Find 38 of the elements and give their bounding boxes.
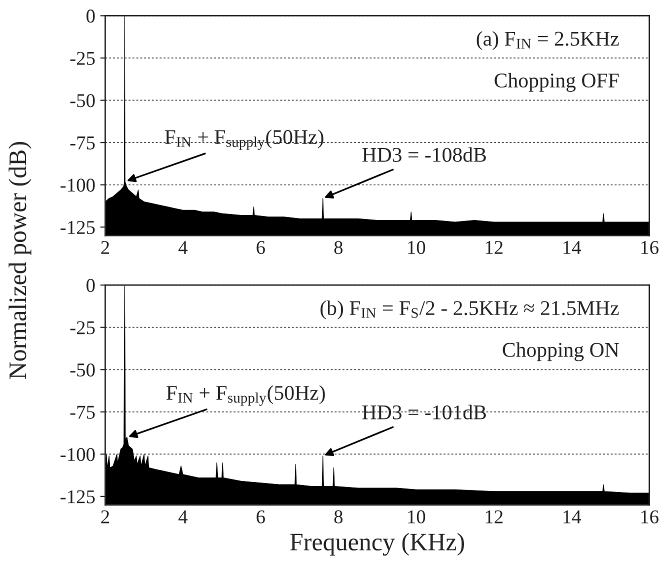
x-tick-label: 14 bbox=[564, 241, 582, 254]
y-tick-label: 0 bbox=[86, 10, 95, 23]
x-tick-label: 14 bbox=[564, 510, 582, 524]
x-tick-label: 6 bbox=[256, 241, 265, 254]
annotation: F$_{IN}$ + F$_{supply}$(50Hz) bbox=[166, 385, 325, 406]
annotation: F$_{IN}$ + F$_{supply}$(50Hz) bbox=[164, 129, 324, 150]
annotation: (a) F$_{IN}$ = 2.5KHz bbox=[476, 31, 619, 50]
x-tick-label: 8 bbox=[334, 510, 343, 524]
annotation: HD3 = -108dB bbox=[362, 147, 486, 162]
y-axis-title: Normalized power (dB) bbox=[8, 142, 32, 379]
x-tick-label: 16 bbox=[641, 241, 658, 254]
x-tick-label: 10 bbox=[408, 240, 426, 254]
x-tick-label: 2 bbox=[101, 241, 110, 254]
annotation: Chopping OFF bbox=[494, 72, 619, 92]
y-tick-label: -25 bbox=[70, 52, 95, 65]
annotation: (b) F$_{IN}$ = F$_{S}$/2 - 2.5KHz ≈ 21.5MHz bbox=[320, 300, 619, 320]
y-tick-label: -100 bbox=[60, 448, 95, 462]
x-tick-label: 8 bbox=[334, 240, 343, 254]
y-tick-label: -125 bbox=[60, 220, 95, 234]
y-tick-label: -25 bbox=[70, 321, 95, 334]
x-tick-label: 12 bbox=[486, 510, 503, 524]
x-tick-label: 12 bbox=[486, 241, 503, 254]
annotation: Chopping ON bbox=[502, 342, 619, 362]
y-tick-label: -75 bbox=[70, 406, 95, 419]
annotation: HD3 = -101dB bbox=[362, 404, 486, 420]
x-tick-label: 16 bbox=[641, 510, 658, 524]
x-axis-title: Frequency (KHz) bbox=[290, 532, 464, 556]
x-tick-label: 6 bbox=[256, 510, 265, 524]
y-tick-label: -50 bbox=[70, 363, 95, 377]
x-tick-label: 4 bbox=[178, 510, 188, 524]
x-tick-label: 10 bbox=[408, 510, 426, 524]
y-tick-label: -100 bbox=[60, 178, 95, 192]
y-tick-label: -125 bbox=[60, 490, 95, 504]
y-tick-label: -50 bbox=[70, 94, 95, 108]
y-tick-label: 0 bbox=[86, 278, 95, 292]
x-tick-label: 2 bbox=[101, 510, 110, 524]
y-tick-label: -75 bbox=[70, 136, 95, 150]
x-tick-label: 4 bbox=[178, 241, 188, 254]
